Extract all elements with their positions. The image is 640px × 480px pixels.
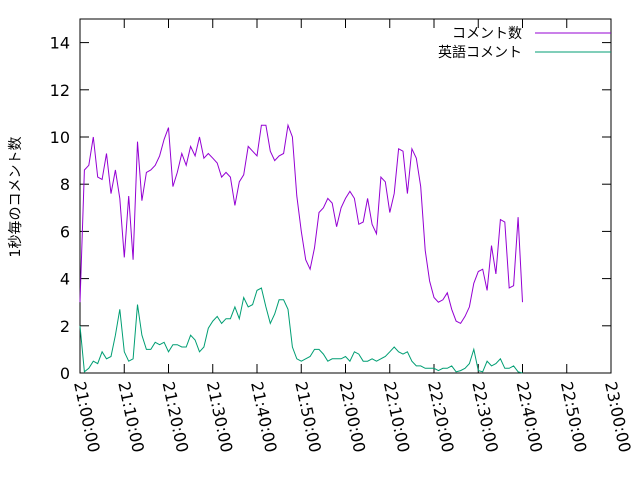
legend-label-2: 英語コメント [438, 44, 522, 61]
x-axis-ticks: 21:00:00 21:10:00 21:20:00 21:30:00 21:40:00… [70, 19, 635, 454]
plot-border [79, 18, 612, 374]
y-axis-label: 1秒毎のコメント数 [8, 137, 24, 258]
series-line-2 [79, 287, 523, 374]
plot-frame [79, 18, 612, 374]
x-tick-label: 22:30:00 [468, 380, 502, 454]
x-tick-label: 21:00:00 [70, 380, 104, 454]
y-tick-label: 4 [60, 270, 70, 289]
y-tick-label: 2 [60, 317, 70, 336]
x-tick-label: 21:10:00 [114, 380, 148, 454]
legend-label-1: コメント数 [452, 26, 522, 42]
x-tick-label: 22:40:00 [513, 380, 547, 454]
series-lines [79, 123, 523, 374]
y-axis-ticks: 0 2 4 6 8 10 12 14 [50, 34, 611, 383]
y-tick-label: 10 [50, 128, 70, 147]
series-line-1 [79, 123, 523, 325]
x-tick-label: 21:20:00 [159, 380, 193, 454]
y-tick-label: 0 [60, 364, 70, 383]
x-tick-label: 23:00:00 [601, 380, 635, 454]
y-tick-label: 8 [60, 175, 70, 194]
x-tick-label: 22:20:00 [424, 380, 458, 454]
x-tick-label: 21:50:00 [291, 380, 325, 454]
y-tick-label: 6 [60, 222, 70, 241]
x-tick-label: 21:30:00 [203, 380, 237, 454]
x-tick-label: 22:50:00 [557, 380, 591, 454]
y-tick-label: 12 [50, 81, 70, 100]
x-tick-label: 22:00:00 [336, 380, 370, 454]
x-tick-label: 22:10:00 [380, 380, 414, 454]
x-tick-label: 21:40:00 [247, 380, 281, 454]
y-tick-label: 14 [50, 34, 70, 53]
